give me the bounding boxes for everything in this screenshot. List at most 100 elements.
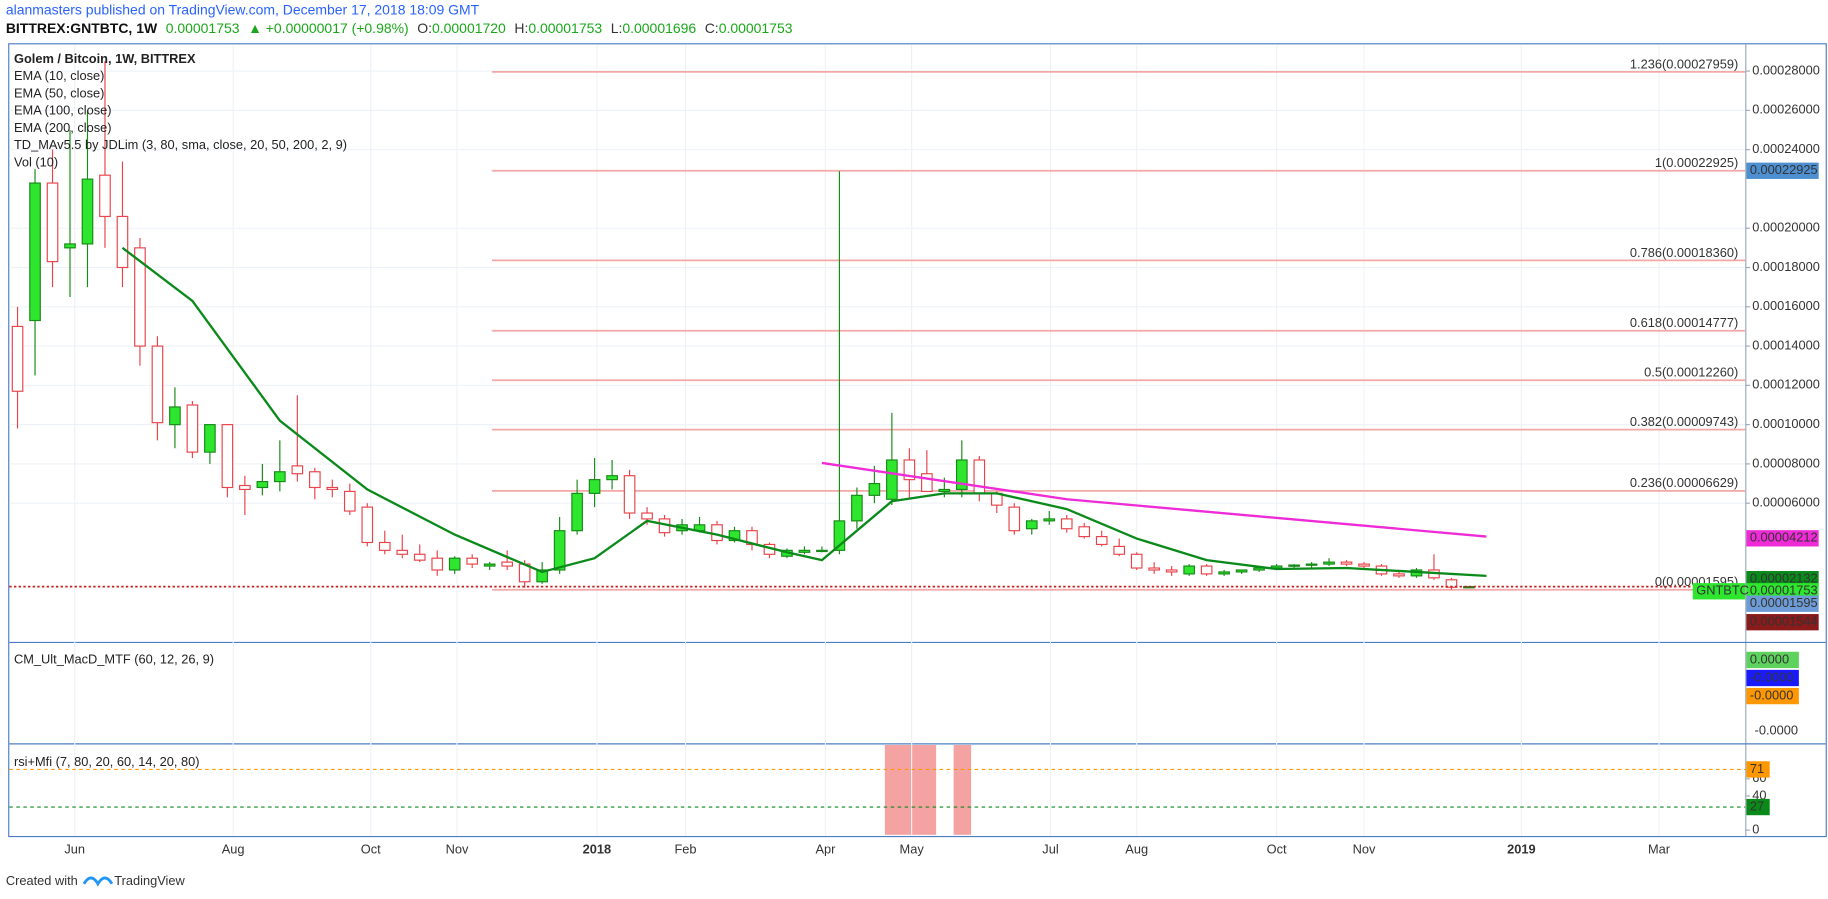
candle-body [291,465,304,475]
y-tick-label: 0.00016000 [1752,298,1820,313]
candle-body [1078,526,1091,538]
macd-label-box [1746,687,1799,705]
candle-body [134,247,146,347]
macd-tick: -0.0000 [1755,722,1798,737]
candle-body [361,506,374,544]
candle-body [711,524,723,542]
legend-entry: EMA (10, close) [14,68,104,83]
legend-entry: EMA (100, close) [14,103,112,118]
legend: Golem / Bitcoin, 1W, BITTREX EMA (10, clo… [14,51,347,170]
candle-body [1323,561,1335,565]
y-tick-label: 0.00006000 [1752,495,1820,510]
macd-label: -0.0000 [1750,669,1793,684]
candle-body [1008,506,1021,532]
macd-label-box [1746,669,1799,687]
price-label-box [1746,530,1819,547]
ohlc-key: O: [417,20,432,36]
x-tick-label: Feb [674,841,696,856]
price-label: 0.00001753 [1750,583,1818,598]
candle-body [553,530,566,571]
price-label: 0.00022925 [1750,162,1818,177]
price-label: 0.00004212 [1750,530,1818,545]
y-tick-label: 0.00028000 [1752,62,1820,77]
candle-body [641,512,653,520]
price-label-box [1746,614,1819,631]
legend-entry: Golem / Bitcoin, 1W, BITTREX [14,51,196,66]
candle-body [221,424,234,489]
y-tick-label: 0.00020000 [1752,220,1820,235]
candle-body [938,488,951,492]
candle-body [851,494,863,522]
ohlc-value: 0.00001753 [719,20,793,36]
candle-body [239,484,251,491]
ohlc-value: 0.00001720 [432,20,506,36]
candle-body [1305,563,1318,566]
x-tick-label: Nov [446,841,469,856]
candle-body [816,549,828,553]
ema-50-line [821,461,1487,538]
candle-body [868,482,881,496]
candle-body [1235,569,1248,573]
candle-body [396,549,409,555]
candle-body [798,549,811,553]
change: ▲ +0.00000017 (+0.98%) [248,20,409,36]
candle-body [501,561,514,567]
last-price: 0.00001753 [166,20,240,36]
author[interactable]: alanmasters published on TradingView.com… [6,1,480,17]
rsi-label: 27 [1750,798,1764,813]
candle-body [1200,565,1213,575]
symbol-tag: GNTBTC [1696,583,1749,598]
candle-body [1095,536,1108,546]
rsi-highlight [953,745,972,835]
rsi-tick-label: 40 [1752,787,1766,802]
candle-body [886,459,898,500]
plot: 1.236(0.00027959) 1(0.00022925) 0.786(0.00… [9,56,1819,631]
candle-body [29,182,41,322]
symbol-line: BITTREX:GNTBTC, 1W 0.00001753 ▲ +0.00000… [6,20,793,36]
candle-body [99,174,111,218]
x-tick-label: Jul [1042,841,1058,856]
candle-body [1165,569,1178,573]
legend-entry: EMA (50, close) [14,85,104,100]
x-tick-label: Nov [1353,841,1376,856]
x-tick-label: Oct [361,841,381,856]
legend-entry: TD_MAv5.5 by JDLim (3, 80, sma, close, 2… [14,137,347,152]
x-tick-label: Mar [1648,841,1671,856]
rsi-tick-label: 0 [1752,822,1759,837]
footer-brand[interactable]: TradingView [114,873,185,888]
legend-entry: Vol (10) [14,154,58,169]
macd-title: CM_Ult_MacD_MTF (60, 12, 26, 9) [14,651,214,666]
x-tick-label: Apr [815,841,836,856]
candle-body [378,541,391,551]
candle-body [466,557,479,565]
candle-body [1288,564,1300,567]
symbol: BITTREX:GNTBTC, 1W [6,20,158,36]
y-tick-label: 0.00010000 [1752,416,1820,431]
x-tick-label: Oct [1267,841,1287,856]
candle-body [64,243,76,249]
fib-label: 1(0.00022925) [1655,155,1738,170]
y-tick-label: 0.00008000 [1752,455,1820,470]
candle-body [903,459,916,481]
ohlc-key: C: [705,20,719,36]
candle-body [1218,571,1230,575]
rsi-label: 71 [1750,761,1764,776]
ohlc-value: 0.00001753 [528,20,602,36]
candle-body [413,553,426,561]
candle-body [151,345,164,424]
y-tick-label: 0.00018000 [1752,259,1820,274]
fib-label: 0.5(0.00012260) [1644,365,1738,380]
candle-body [343,490,356,512]
candle-body [588,479,601,494]
candle-body [1393,573,1405,577]
x-tick-label: Aug [222,841,245,856]
x-tick-label: Jun [64,841,85,856]
price-label-box [1746,583,1819,600]
candle-body [623,475,636,514]
ohlc-key: L: [611,20,623,36]
ohlc-value: 0.00001696 [622,20,696,36]
symbol-tag-box [1692,583,1746,600]
rsi-title: rsi+Mfi (7, 80, 20, 60, 14, 20, 80) [14,754,200,769]
x-tick-label: May [900,841,925,856]
